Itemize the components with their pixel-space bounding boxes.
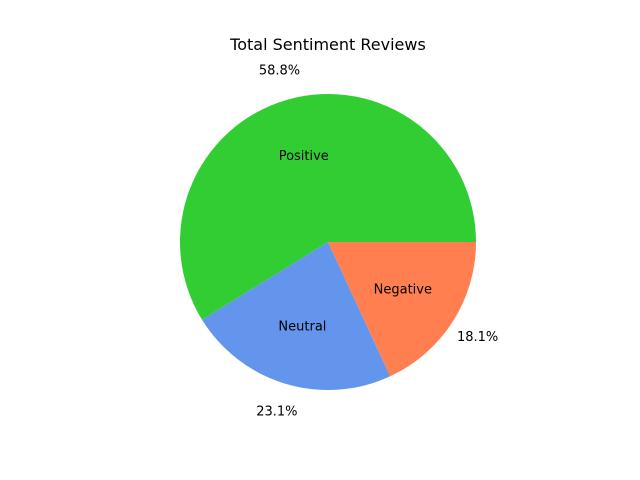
pie-slice-positive bbox=[179, 94, 476, 320]
pie-slice-negative bbox=[328, 242, 476, 377]
pct-label-positive: 58.8% bbox=[259, 64, 300, 79]
pie-slice-neutral bbox=[202, 242, 391, 391]
pct-label-neutral: 23.1% bbox=[256, 405, 297, 420]
chart-title: Total Sentiment Reviews bbox=[229, 35, 426, 54]
pie-labels: Positive 58.8% Neutral 23.1% Negative 18.1% bbox=[256, 64, 498, 420]
slice-label-positive: Positive bbox=[279, 149, 329, 164]
slice-label-negative: Negative bbox=[374, 282, 432, 297]
slice-label-neutral: Neutral bbox=[278, 320, 326, 335]
pct-label-negative: 18.1% bbox=[457, 330, 498, 345]
pie-slices bbox=[179, 94, 476, 391]
